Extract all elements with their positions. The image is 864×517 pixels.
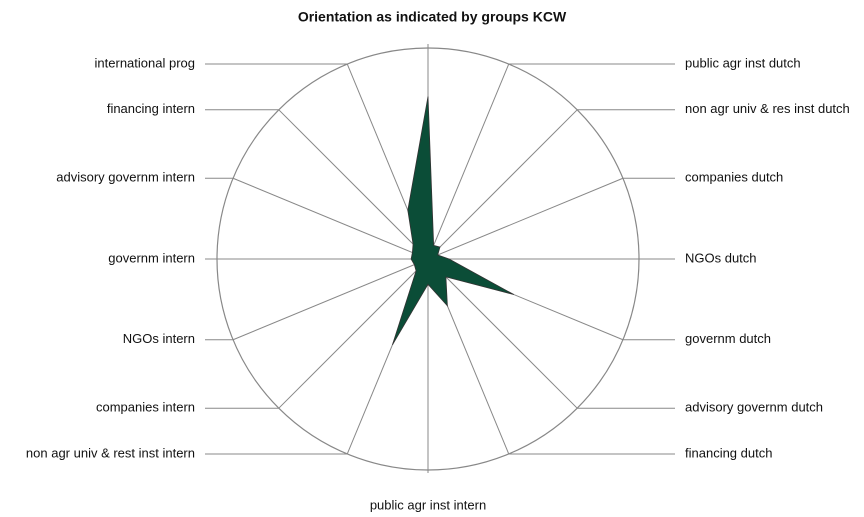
spoke <box>427 63 510 260</box>
spoke <box>427 258 578 409</box>
category-label: governm dutch <box>685 331 771 346</box>
category-label: NGOs intern <box>123 331 195 346</box>
category-label: advisory governm intern <box>56 170 195 185</box>
spoke <box>232 177 429 260</box>
chart-title: Orientation as indicated by groups KCW <box>298 9 567 25</box>
category-label: international prog <box>95 55 195 70</box>
category-label: public agr inst dutch <box>685 55 801 70</box>
category-label: non agr univ & res inst dutch <box>685 101 850 116</box>
category-label: companies dutch <box>685 170 783 185</box>
category-label: financing intern <box>107 101 195 116</box>
spoke <box>278 109 429 260</box>
category-label: NGOs dutch <box>685 250 757 265</box>
category-label: financing dutch <box>685 445 772 460</box>
category-label: non agr univ & rest inst intern <box>26 445 195 460</box>
category-label: companies intern <box>96 400 195 415</box>
category-label: governm intern <box>108 250 195 265</box>
spoke <box>427 177 624 260</box>
category-label: advisory governm dutch <box>685 400 823 415</box>
spoke <box>232 258 429 341</box>
spoke <box>278 258 429 409</box>
category-label: public agr inst intern <box>370 497 486 512</box>
data-area <box>392 96 514 345</box>
spoke <box>427 109 578 260</box>
